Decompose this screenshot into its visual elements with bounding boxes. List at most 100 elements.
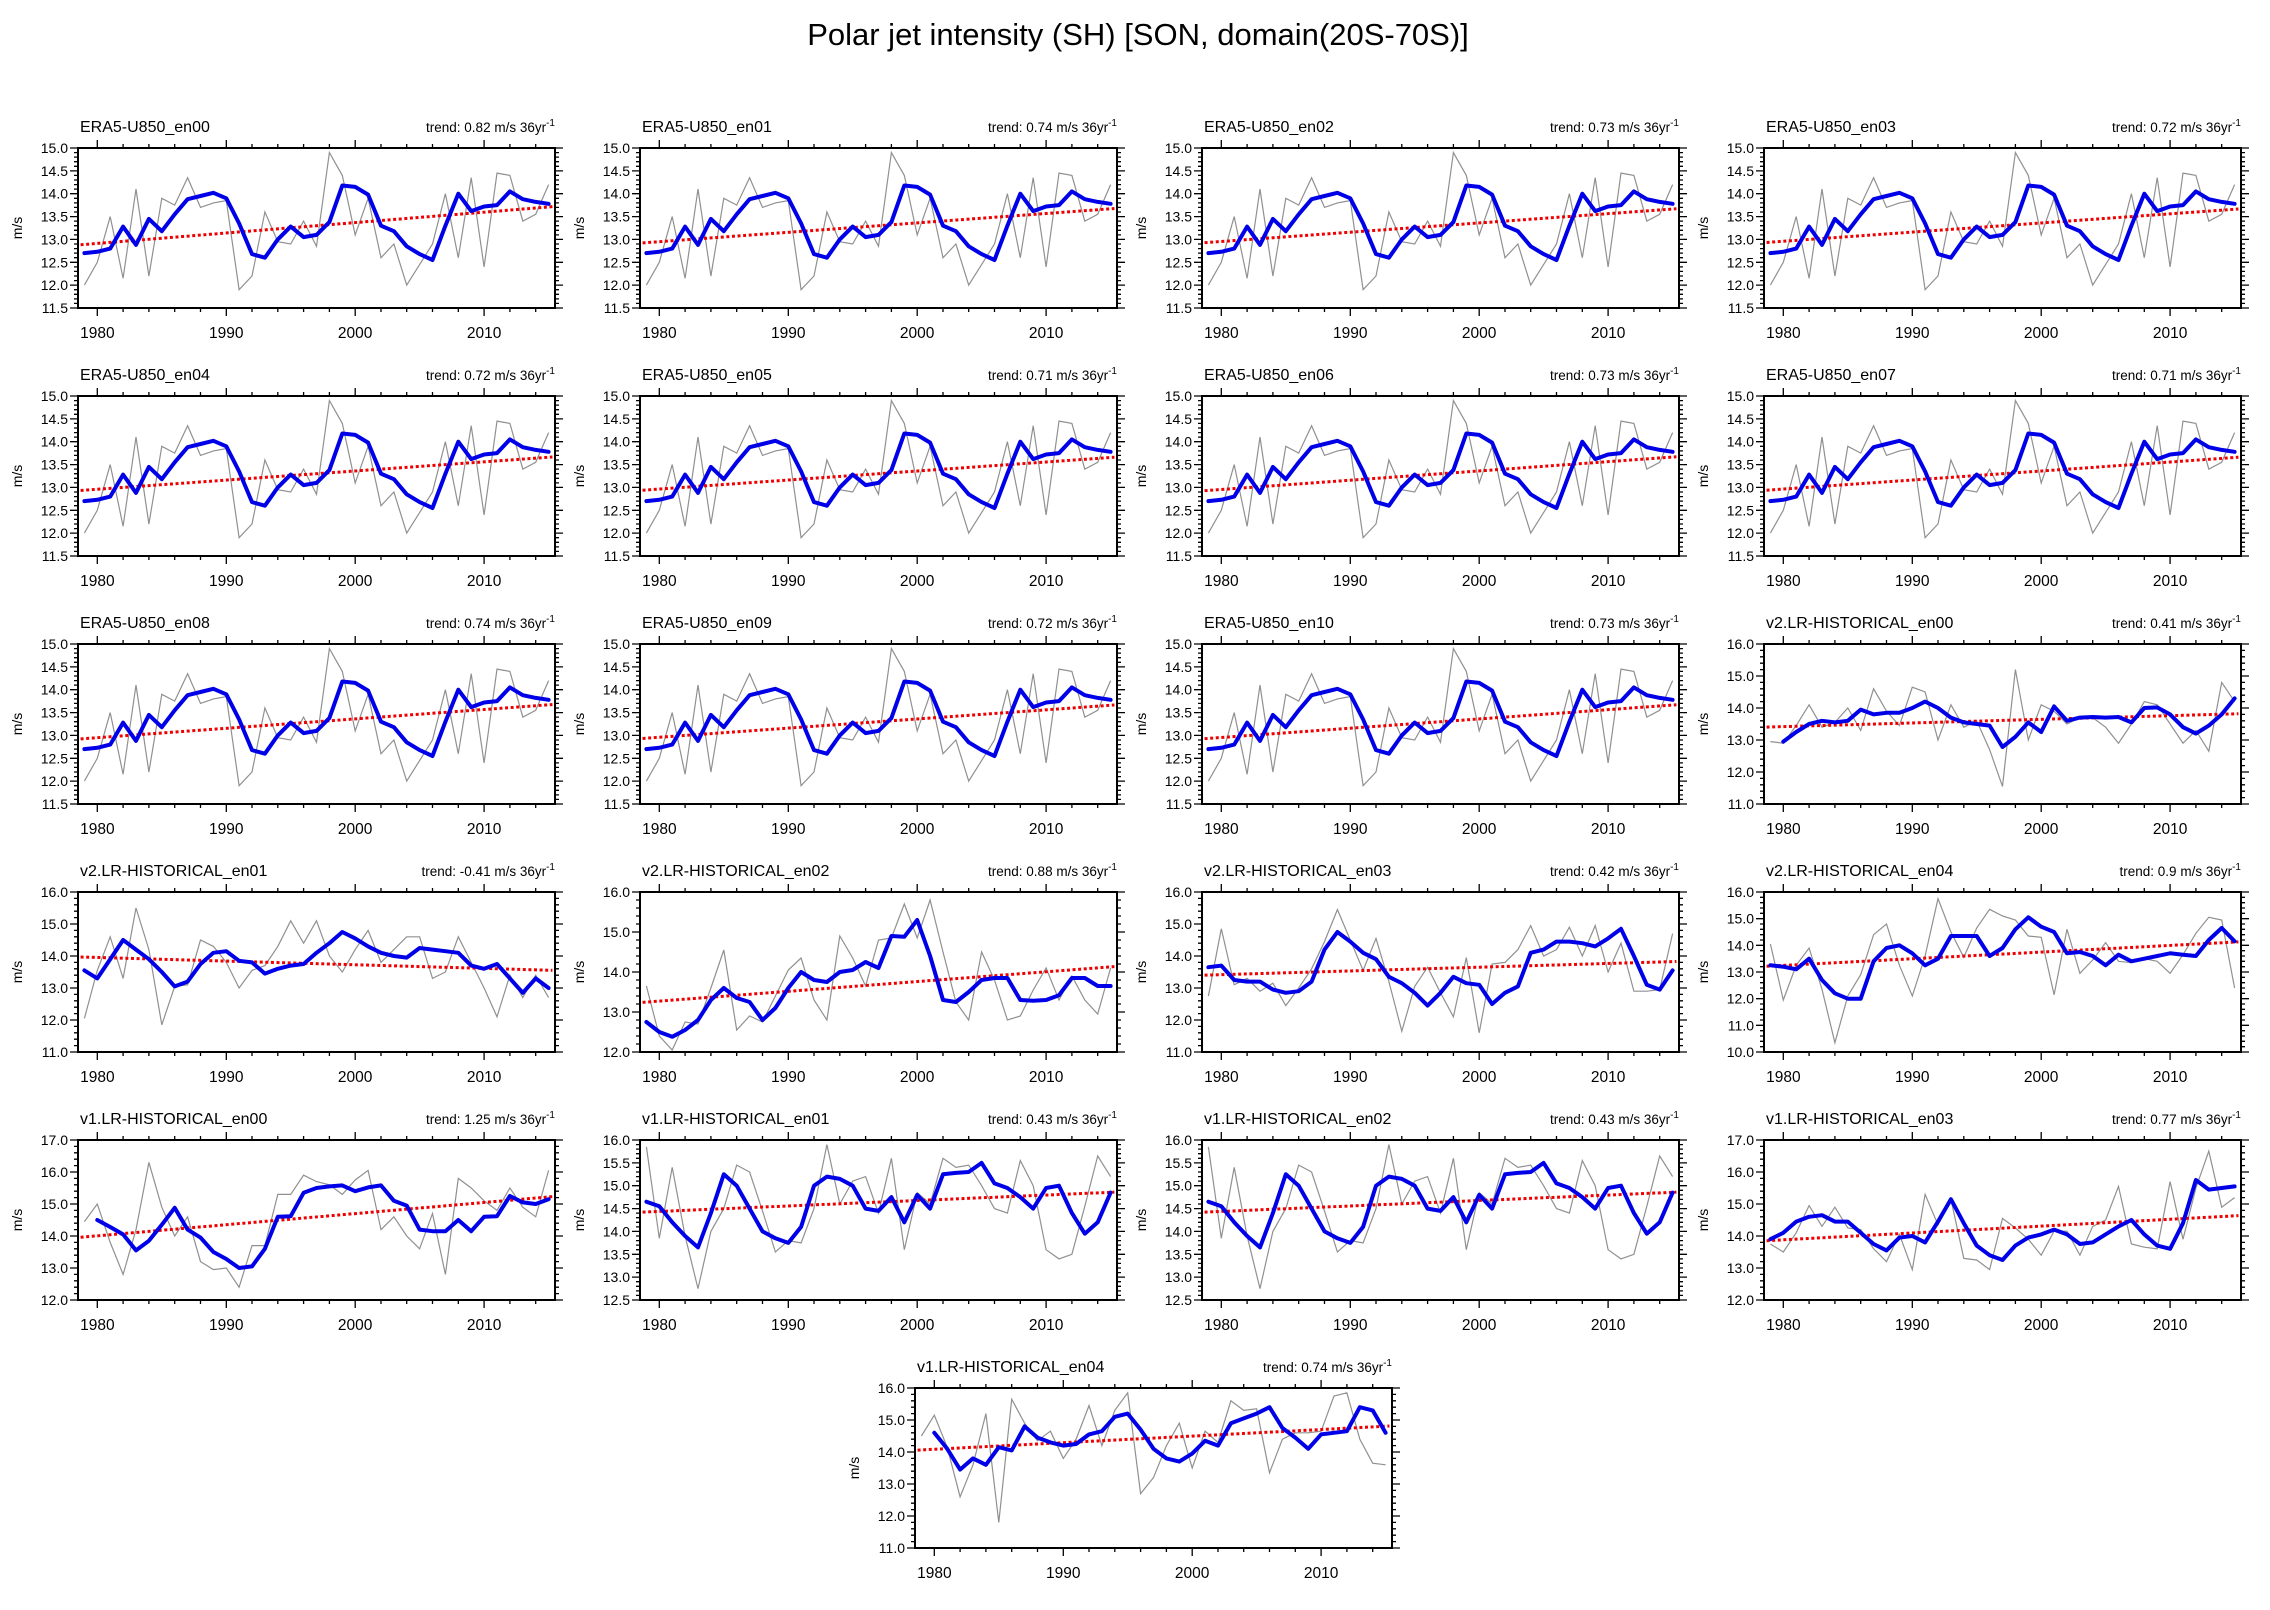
trend-line — [1766, 712, 2239, 729]
y-tick-label: 15.0 — [1727, 668, 1754, 684]
y-tick-label: 11.5 — [42, 300, 68, 316]
y-tick-label: 13.0 — [41, 980, 68, 996]
y-tick-label: 13.0 — [1727, 964, 1754, 980]
trend-label: trend: 0.71 m/s 36yr-1 — [988, 366, 1117, 383]
trend-label: trend: -0.41 m/s 36yr-1 — [422, 862, 556, 879]
smooth-series-line — [82, 431, 551, 510]
axis-ticks — [70, 636, 563, 812]
x-tick-label: 2010 — [467, 1317, 502, 1334]
panel-title: ERA5-U850_en04 — [80, 367, 210, 384]
axis-ticks — [1756, 636, 2249, 812]
y-tick-label: 14.0 — [1165, 1223, 1192, 1239]
smooth-series-line — [1768, 1178, 2237, 1262]
y-tick-label: 14.5 — [603, 659, 630, 675]
x-tick-label: 2010 — [1029, 325, 1064, 342]
axis-ticks — [1756, 388, 2249, 564]
y-axis-unit-label: m/s — [1133, 217, 1149, 240]
y-tick-label: 15.0 — [1727, 911, 1754, 927]
trend-exponent: -1 — [546, 862, 555, 873]
trend-line — [642, 455, 1115, 492]
x-tick-label: 2010 — [2153, 573, 2188, 590]
trend-exponent: -1 — [546, 366, 555, 377]
raw-series-line — [645, 1144, 1112, 1289]
trend-label: trend: 0.88 m/s 36yr-1 — [988, 862, 1117, 879]
trend-exponent: -1 — [1108, 118, 1117, 129]
y-axis-unit-label: m/s — [9, 713, 25, 736]
y-tick-label: 17.0 — [1727, 1132, 1754, 1148]
trend-label: trend: 0.43 m/s 36yr-1 — [988, 1110, 1117, 1127]
trend-label: trend: 0.73 m/s 36yr-1 — [1550, 614, 1679, 631]
trend-exponent: -1 — [546, 614, 555, 625]
x-tick-label: 2000 — [338, 573, 373, 590]
axis-ticks — [632, 388, 1125, 564]
x-tick-label: 1990 — [771, 821, 806, 838]
x-tick-label: 2000 — [338, 821, 373, 838]
y-tick-label: 14.5 — [1165, 659, 1192, 675]
x-tick-label: 2010 — [1591, 573, 1626, 590]
y-tick-label: 16.0 — [603, 1132, 630, 1148]
axis-ticks — [70, 884, 563, 1060]
plot-border — [1201, 395, 1680, 557]
panel-v2-lr-historical-en04: v2.LR-HISTORICAL_en04 trend: 0.9 m/s 36yr… — [1695, 862, 2249, 1086]
smooth-series-line — [1768, 915, 2237, 1001]
y-tick-label: 13.0 — [1727, 732, 1754, 748]
x-tick-label: 2010 — [2153, 1317, 2188, 1334]
y-axis-unit-label: m/s — [1133, 465, 1149, 488]
smooth-series-line — [1768, 431, 2237, 510]
raw-series-line — [1770, 1149, 2235, 1272]
y-tick-label: 12.5 — [1727, 254, 1754, 270]
plot-border — [77, 1139, 556, 1301]
y-tick-label: 15.0 — [41, 388, 68, 404]
x-tick-label: 2000 — [2024, 1069, 2059, 1086]
y-tick-label: 12.5 — [1165, 750, 1192, 766]
y-tick-label: 11.5 — [1166, 548, 1192, 564]
plot-border — [77, 643, 556, 805]
panel-v2-lr-historical-en03: v2.LR-HISTORICAL_en03 trend: 0.42 m/s 36y… — [1133, 862, 1687, 1086]
y-tick-label: 13.0 — [41, 1260, 68, 1276]
y-axis-unit-label: m/s — [1695, 713, 1711, 736]
y-tick-label: 14.5 — [1165, 163, 1192, 179]
axis-ticks — [70, 1132, 563, 1308]
plot-border — [1763, 891, 2242, 1053]
y-tick-label: 14.0 — [1727, 186, 1754, 202]
y-axis-unit-label: m/s — [9, 217, 25, 240]
panel-era5-u850-en06: ERA5-U850_en06 trend: 0.73 m/s 36yr-1 11.5… — [1133, 366, 1687, 590]
plot-border — [1763, 1139, 2242, 1301]
raw-series-line — [1769, 150, 2236, 292]
y-tick-label: 15.0 — [878, 1412, 905, 1428]
y-tick-label: 14.0 — [1727, 434, 1754, 450]
trend-label-text: trend: 0.9 m/s 36yr — [2120, 864, 2233, 879]
panel-title: v1.LR-HISTORICAL_en00 — [80, 1111, 267, 1128]
panel-v1-lr-historical-en04: v1.LR-HISTORICAL_en04 trend: 0.74 m/s 36y… — [846, 1358, 1400, 1582]
y-tick-label: 12.5 — [603, 750, 630, 766]
trend-label: trend: 0.9 m/s 36yr-1 — [2120, 862, 2242, 879]
panel-title: ERA5-U850_en10 — [1204, 615, 1334, 632]
trend-label: trend: 0.74 m/s 36yr-1 — [988, 118, 1117, 135]
x-tick-label: 1980 — [1204, 821, 1239, 838]
plot-border — [77, 891, 556, 1053]
trend-label-text: trend: 1.25 m/s 36yr — [426, 1112, 547, 1127]
panel-title: v1.LR-HISTORICAL_en04 — [917, 1359, 1104, 1376]
y-tick-label: 14.5 — [1165, 411, 1192, 427]
trend-label: trend: 0.43 m/s 36yr-1 — [1550, 1110, 1679, 1127]
y-tick-label: 14.0 — [603, 434, 630, 450]
y-tick-label: 11.5 — [1728, 548, 1754, 564]
trend-line — [1766, 1214, 2239, 1243]
y-tick-label: 15.0 — [603, 1178, 630, 1194]
x-tick-label: 2000 — [1462, 1069, 1497, 1086]
y-tick-label: 11.5 — [604, 548, 630, 564]
x-tick-label: 2010 — [467, 821, 502, 838]
panel-v1-lr-historical-en01: v1.LR-HISTORICAL_en01 trend: 0.43 m/s 36y… — [571, 1110, 1125, 1334]
trend-label-text: trend: 0.72 m/s 36yr — [426, 368, 547, 383]
plot-border — [1763, 643, 2242, 805]
y-tick-label: 14.0 — [1727, 937, 1754, 953]
panel-title: v1.LR-HISTORICAL_en02 — [1204, 1111, 1391, 1128]
y-tick-label: 13.5 — [1165, 457, 1192, 473]
trend-line — [1204, 703, 1677, 741]
x-tick-label: 1980 — [642, 1317, 677, 1334]
trend-line — [1204, 207, 1677, 245]
x-tick-label: 1980 — [1204, 1317, 1239, 1334]
trend-line — [1766, 940, 2239, 968]
panel-title: v2.LR-HISTORICAL_en03 — [1204, 863, 1391, 880]
y-tick-label: 11.5 — [604, 300, 630, 316]
